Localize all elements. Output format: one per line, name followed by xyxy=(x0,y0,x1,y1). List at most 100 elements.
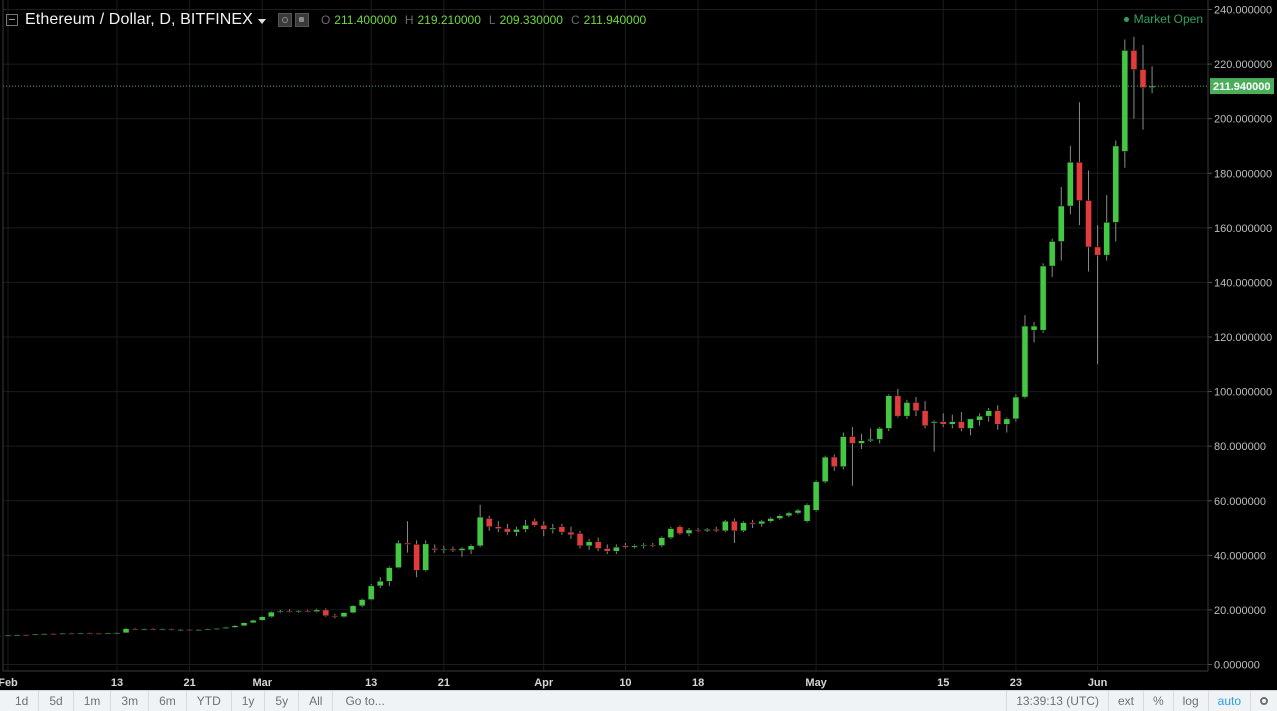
candle-body xyxy=(685,529,693,534)
y-tick-label: 140.000000 xyxy=(1214,277,1272,289)
candle-body xyxy=(59,633,66,635)
candle-body xyxy=(386,567,393,582)
candle-body xyxy=(222,627,230,629)
candle-body xyxy=(958,421,965,429)
low-label: L xyxy=(488,13,496,27)
timeframe-ytd[interactable]: YTD xyxy=(187,691,232,711)
candle-body xyxy=(395,542,402,568)
percent-toggle[interactable]: % xyxy=(1142,691,1173,711)
eye-icon[interactable] xyxy=(277,13,292,27)
y-tick-label: 20.000000 xyxy=(1214,605,1266,617)
symbol-title[interactable]: Ethereum / Dollar, D, BITFINEX xyxy=(25,11,253,28)
ohlc-values: O 211.400000 H 219.210000 L 209.330000 C… xyxy=(321,13,650,27)
candle-body xyxy=(776,515,784,519)
candle-body xyxy=(1085,200,1092,248)
candle-body xyxy=(495,526,502,529)
candle-body xyxy=(703,529,711,532)
timeframe-6m[interactable]: 6m xyxy=(149,691,187,711)
candle-body xyxy=(604,548,611,552)
candle-body xyxy=(313,609,320,612)
candle-body xyxy=(440,548,448,551)
candle-body xyxy=(249,620,257,623)
timeframe-5d[interactable]: 5d xyxy=(39,691,74,711)
symbol-dropdown-icon[interactable] xyxy=(257,18,266,24)
candle-body xyxy=(150,628,157,631)
gear-icon[interactable] xyxy=(1250,691,1277,711)
price-chart[interactable]: 0.000000 20.000000 40.000000 60.000000 80.00… xyxy=(0,0,1277,690)
timeframe-1y[interactable]: 1y xyxy=(232,691,266,711)
candle-body xyxy=(13,634,21,637)
candle-body xyxy=(640,544,647,547)
candle-body xyxy=(186,629,193,631)
x-tick-label: 21 xyxy=(438,677,450,689)
candle-body xyxy=(567,531,575,536)
candle-body xyxy=(885,395,893,429)
candle-body xyxy=(821,456,829,482)
open-label: O xyxy=(320,13,331,27)
candle-body xyxy=(1030,325,1038,331)
collapse-legend-icon[interactable] xyxy=(6,14,18,26)
goto-button[interactable]: Go to... xyxy=(345,694,385,708)
market-status: Market Open xyxy=(1123,12,1203,26)
open-value: 211.400000 xyxy=(334,13,397,27)
candle-body xyxy=(50,633,57,635)
candle-body xyxy=(658,537,666,546)
candle-body xyxy=(431,548,439,551)
timeframe-all[interactable]: All xyxy=(299,691,334,711)
candle-body xyxy=(549,527,557,530)
candle-body xyxy=(985,410,992,417)
x-tick-label: 21 xyxy=(183,677,195,689)
y-tick-label: 60.000000 xyxy=(1214,496,1266,508)
timeframe-3m[interactable]: 3m xyxy=(111,691,150,711)
candle-body xyxy=(921,410,929,426)
x-tick-label: Jun xyxy=(1088,677,1108,689)
candle-body xyxy=(159,628,166,631)
clock-time: 13:39:13 (UTC) xyxy=(1006,691,1108,711)
candle-body xyxy=(622,545,629,548)
candles xyxy=(4,36,1156,637)
timeframe-1d[interactable]: 1d xyxy=(0,691,40,711)
chart-overlay: 211.940000 xyxy=(3,78,1274,95)
low-value: 209.330000 xyxy=(499,13,563,27)
y-tick-label: 40.000000 xyxy=(1214,550,1266,562)
candle-body xyxy=(367,585,375,600)
candle-body xyxy=(531,520,538,526)
candle-body xyxy=(667,528,675,538)
last-price-label: 211.940000 xyxy=(1213,81,1271,93)
candle-body xyxy=(785,512,793,517)
candle-body xyxy=(949,421,956,425)
x-tick-label: Apr xyxy=(534,677,554,689)
candle-body xyxy=(358,599,366,607)
ext-toggle[interactable]: ext xyxy=(1107,691,1143,711)
candle-body xyxy=(122,628,130,634)
market-status-label: Market Open xyxy=(1133,12,1203,26)
y-tick-label: 160.000000 xyxy=(1214,223,1272,235)
timeframe-5y[interactable]: 5y xyxy=(265,691,300,711)
candle-body xyxy=(939,421,947,425)
candle-body xyxy=(131,628,139,630)
candle-body xyxy=(1121,50,1129,152)
timeframe-1m[interactable]: 1m xyxy=(74,691,112,711)
y-tick-label: 80.000000 xyxy=(1214,441,1266,453)
candle-body xyxy=(767,518,774,522)
candle-body xyxy=(504,528,511,533)
y-tick-label: 100.000000 xyxy=(1214,387,1272,399)
settings-small-icon[interactable] xyxy=(294,13,309,27)
candle-body xyxy=(22,634,30,637)
candle-body xyxy=(204,628,212,631)
candle-body xyxy=(95,633,103,635)
candle-body xyxy=(177,629,184,631)
high-value: 219.210000 xyxy=(417,13,481,27)
candle-body xyxy=(413,544,420,571)
candle-body xyxy=(41,633,48,635)
candle-body xyxy=(1139,69,1147,88)
log-toggle[interactable]: log xyxy=(1172,691,1208,711)
candle-body xyxy=(1130,50,1138,70)
candle-body xyxy=(467,545,475,551)
candle-body xyxy=(422,543,429,571)
candle-body xyxy=(104,632,112,635)
candle-body xyxy=(585,541,593,547)
high-label: H xyxy=(404,13,414,27)
auto-toggle[interactable]: auto xyxy=(1207,691,1250,711)
candle-body xyxy=(331,615,339,617)
